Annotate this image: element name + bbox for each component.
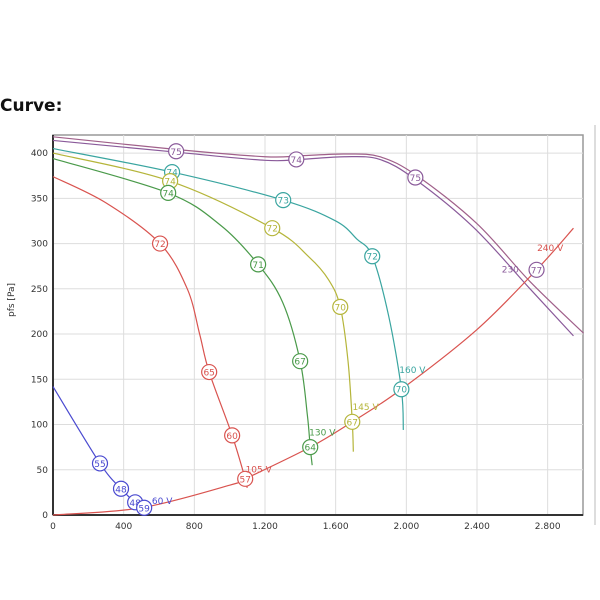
y-tick-label: 300 — [31, 240, 48, 250]
efficiency-marker — [302, 439, 319, 456]
series-line-240v — [52, 136, 584, 334]
x-tick-label: 2.800 — [535, 522, 561, 532]
efficiency-marker — [332, 298, 349, 316]
voltage-label: 240 V — [537, 244, 564, 254]
efficiency-marker-label: 67 — [347, 418, 358, 428]
efficiency-marker-label: 72 — [267, 225, 278, 235]
voltage-label: 130 V — [309, 428, 336, 438]
efficiency-marker-label: 74 — [162, 189, 174, 199]
efficiency-marker-label: 59 — [138, 504, 150, 514]
series-line-230 — [52, 139, 574, 337]
efficiency-marker-label: 48 — [115, 485, 127, 495]
efficiency-marker — [264, 220, 281, 237]
efficiency-marker-label: 55 — [94, 460, 105, 470]
x-tick-label: 2.000 — [393, 522, 419, 532]
efficiency-marker — [250, 256, 267, 273]
efficiency-marker — [237, 470, 254, 487]
efficiency-marker-label: 72 — [367, 253, 378, 263]
efficiency-marker — [407, 169, 424, 186]
efficiency-marker — [393, 381, 410, 398]
x-tick-label: 0 — [50, 522, 56, 532]
voltage-label: 105 V — [246, 465, 273, 475]
y-tick-label: 0 — [42, 511, 48, 521]
efficiency-marker-label: 77 — [531, 266, 542, 276]
x-tick-label: 1.200 — [252, 522, 278, 532]
y-tick-label: 50 — [37, 466, 49, 476]
efficiency-marker — [528, 261, 545, 278]
efficiency-marker-label: 74 — [164, 178, 176, 188]
voltage-label: 230 — [502, 266, 519, 276]
plot-area — [52, 134, 584, 516]
efficiency-marker-label: 75 — [170, 148, 181, 158]
x-tick-label: 800 — [186, 522, 203, 532]
efficiency-marker-label: 64 — [305, 444, 317, 454]
efficiency-marker — [168, 143, 185, 160]
efficiency-marker-label: 70 — [396, 386, 408, 396]
efficiency-marker-label: 72 — [154, 240, 165, 250]
x-tick-label: 400 — [115, 522, 132, 532]
efficiency-marker-label: 74 — [291, 156, 303, 166]
efficiency-marker — [91, 455, 109, 472]
y-tick-label: 250 — [31, 285, 48, 295]
series-line-105v — [52, 176, 248, 488]
y-tick-label: 150 — [31, 375, 48, 385]
efficiency-marker-label: 73 — [277, 197, 288, 207]
voltage-label: 145 V — [352, 403, 379, 413]
efficiency-marker — [151, 235, 169, 252]
efficiency-marker — [344, 413, 361, 430]
efficiency-marker — [160, 184, 177, 202]
y-tick-label: 100 — [31, 421, 48, 431]
x-tick-label: 2.400 — [464, 522, 490, 532]
series-line-system — [52, 227, 574, 516]
efficiency-marker-label: 48 — [129, 499, 141, 509]
y-tick-label: 350 — [31, 194, 48, 204]
efficiency-marker — [288, 151, 305, 168]
efficiency-marker — [224, 427, 241, 444]
efficiency-marker — [201, 363, 218, 381]
y-tick-label: 200 — [31, 330, 48, 340]
divider — [594, 125, 596, 525]
efficiency-marker-label: 70 — [335, 303, 347, 313]
efficiency-marker-label: 75 — [410, 174, 421, 184]
y-axis-label: pfs [Pa] — [7, 283, 17, 317]
efficiency-marker-label: 67 — [294, 358, 305, 368]
efficiency-marker — [364, 248, 381, 265]
efficiency-marker-label: 65 — [203, 369, 214, 379]
voltage-label: 160 V — [399, 366, 426, 376]
efficiency-marker-label: 60 — [226, 432, 238, 442]
x-tick-label: 1.600 — [323, 522, 349, 532]
efficiency-marker-label: 71 — [252, 261, 263, 271]
efficiency-marker — [112, 480, 130, 497]
efficiency-marker — [275, 192, 292, 209]
efficiency-marker — [292, 353, 309, 370]
chart-heading: Curve: — [0, 96, 63, 116]
voltage-label: 60 V — [152, 497, 173, 507]
efficiency-marker-label: 57 — [239, 475, 250, 485]
efficiency-marker — [136, 499, 153, 516]
y-tick-label: 400 — [31, 149, 48, 159]
